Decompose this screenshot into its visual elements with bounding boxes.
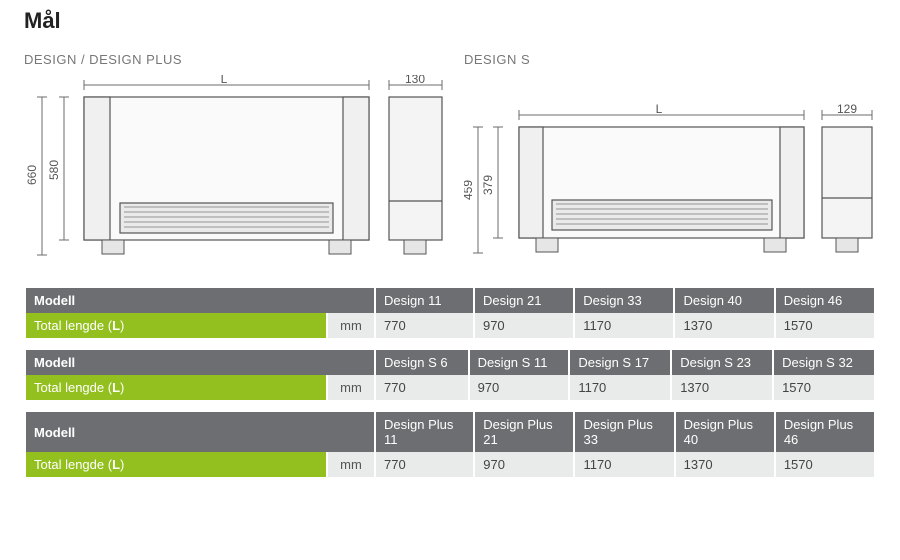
row-value: 1570: [774, 375, 874, 400]
svg-text:580: 580: [47, 160, 61, 180]
diagram-row: DESIGN / DESIGN PLUS L 130: [24, 52, 876, 270]
row-value: 1170: [575, 452, 673, 477]
row-value: 1370: [672, 375, 772, 400]
row-value: 1370: [675, 313, 773, 338]
row-unit: mm: [328, 452, 374, 477]
row-value: 1570: [776, 452, 874, 477]
table-column-header: Design Plus 21: [475, 412, 573, 452]
svg-text:459: 459: [464, 180, 475, 200]
table-column-header: Design S 6: [376, 350, 468, 375]
diagram-label-left: DESIGN / DESIGN PLUS: [24, 52, 454, 67]
row-value: 1370: [676, 452, 774, 477]
table-column-header: Design 21: [475, 288, 573, 313]
table-column-header: Design Plus 11: [376, 412, 473, 452]
row-unit: mm: [328, 313, 374, 338]
spec-table: ModellDesign S 6Design S 11Design S 17De…: [24, 350, 876, 400]
svg-text:379: 379: [481, 175, 495, 195]
table-column-header: Design Plus 46: [776, 412, 874, 452]
row-value: 770: [376, 375, 468, 400]
diagram-design-s: DESIGN S L 129: [464, 52, 884, 270]
row-value: 1170: [570, 375, 670, 400]
svg-text:660: 660: [25, 165, 39, 185]
row-value: 1570: [776, 313, 874, 338]
row-value: 770: [376, 452, 473, 477]
table-column-header: Design Plus 40: [676, 412, 774, 452]
diagram-label-right: DESIGN S: [464, 52, 884, 67]
table-column-header: Design 11: [376, 288, 473, 313]
row-label: Total lengde (L): [26, 313, 326, 338]
spec-table: ModellDesign 11Design 21Design 33Design …: [24, 288, 876, 338]
table-column-header: Design S 11: [470, 350, 569, 375]
row-label: Total lengde (L): [26, 375, 326, 400]
page-title: Mål: [24, 8, 876, 34]
table-column-header: Design S 17: [570, 350, 670, 375]
row-value: 970: [470, 375, 569, 400]
table-column-header: Design 33: [575, 288, 673, 313]
row-label: Total lengde (L): [26, 452, 326, 477]
svg-text:130: 130: [405, 75, 425, 86]
svg-text:129: 129: [837, 102, 857, 116]
row-unit: mm: [328, 375, 374, 400]
svg-text:L: L: [221, 75, 228, 86]
spec-tables: ModellDesign 11Design 21Design 33Design …: [24, 288, 876, 477]
row-value: 1170: [575, 313, 673, 338]
table-column-header: Design S 23: [672, 350, 772, 375]
diagram-svg-left: L 130 660 580: [24, 75, 454, 270]
table-header-label: Modell: [26, 288, 374, 313]
row-value: 970: [475, 452, 573, 477]
table-column-header: Design Plus 33: [575, 412, 673, 452]
table-column-header: Design 46: [776, 288, 874, 313]
row-value: 770: [376, 313, 473, 338]
table-column-header: Design S 32: [774, 350, 874, 375]
svg-text:L: L: [656, 102, 663, 116]
table-column-header: Design 40: [675, 288, 773, 313]
spec-table: ModellDesign Plus 11Design Plus 21Design…: [24, 412, 876, 477]
table-header-label: Modell: [26, 350, 374, 375]
table-header-label: Modell: [26, 412, 374, 452]
row-value: 970: [475, 313, 573, 338]
diagram-design-plus: DESIGN / DESIGN PLUS L 130: [24, 52, 454, 270]
diagram-svg-right: L 129 459 379: [464, 75, 884, 270]
